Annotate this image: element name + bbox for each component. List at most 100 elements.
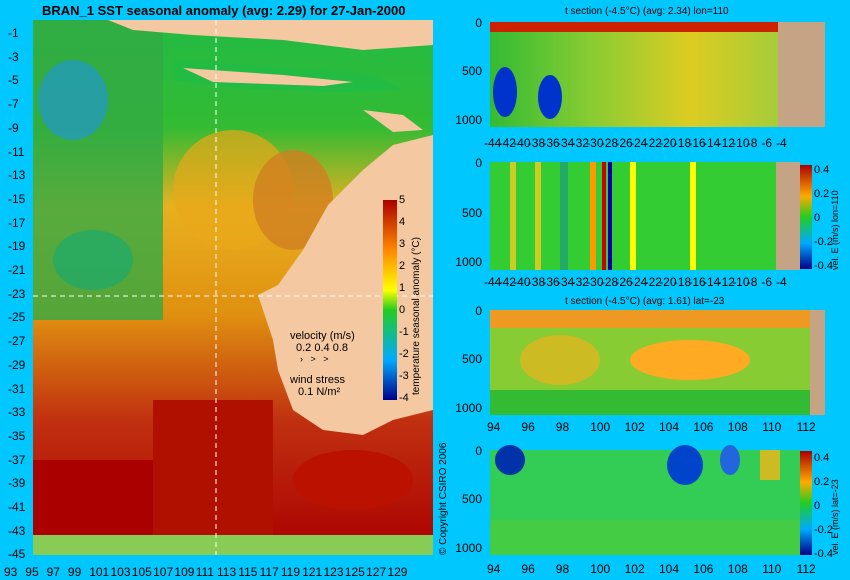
section-x-tick-label: -8 [746,136,758,150]
wind-legend-value: 0.1 N/m² [298,386,341,398]
copyright-text: © Copyright CSIRO 2006 [438,442,449,555]
section-x-tick-label: -42 [498,136,516,150]
section-x-tick-label: -26 [615,136,633,150]
lat-tick-label: -37 [8,452,26,467]
depth-tick-label: 1000 [455,112,482,127]
lat-tick-label: -39 [8,476,26,491]
section-x-tick-label: 98 [555,562,570,576]
section-x-tick-label: 106 [693,420,714,434]
lon-tick-label: 123 [323,565,344,579]
section-x-tick-label: -6 [761,275,773,289]
section-x-tick-label: -24 [630,275,648,289]
section-colorbar-tick-label: 0 [814,212,821,224]
colorbar-tick-label: 5 [399,194,406,206]
lon-tick-label: 99 [67,565,82,579]
depth-tick-label: 1000 [455,255,482,270]
velocity-legend-title: velocity (m/s) [290,330,355,342]
lon-tick-label: 119 [280,565,301,579]
section-x-tick-label: -32 [571,136,589,150]
section-x-tick-label: 110 [762,420,782,434]
section-x-tick-label: -16 [688,275,706,289]
section-x-tick-label: -34 [557,275,575,289]
lat-tick-label: -11 [8,144,25,159]
depth-tick-label: 0 [475,156,482,170]
section-x-tick-label: -12 [717,136,735,150]
depth-tick-label: 500 [461,64,482,79]
depth-tick-label: 0 [475,304,482,318]
section-x-tick-label: 100 [590,420,611,434]
depth-tick-label: 0 [475,444,482,458]
section-x-tick-label: -40 [513,136,531,150]
lat-tick-label: -33 [8,405,26,420]
panel3-title: t section (-4.5°C) (avg: 1.61) lat=-23 [565,296,725,307]
sst-colorbar-label: temperature seasonal anomaly (°C) [411,237,422,395]
colorbar-tick-label: -4 [399,392,409,404]
section-x-tick-label: 108 [727,562,748,576]
lat-tick-label: -1 [8,26,19,40]
section-x-tick-label: 96 [521,562,535,576]
section-x-tick-label: -20 [659,275,677,289]
section-x-tick-label: 102 [624,420,645,434]
lat-tick-label: -5 [8,73,19,88]
section-x-tick-label: -18 [673,136,692,150]
depth-tick-label: 1000 [455,540,482,555]
section-x-tick-label: -28 [600,136,619,150]
depth-tick-label: 1000 [455,400,482,415]
lon-tick-label: 101 [89,565,110,579]
section-x-tick-label: -8 [746,275,758,289]
section-x-tick-label: -38 [527,136,546,150]
lat-tick-label: -27 [8,334,26,349]
lon-tick-label: 107 [153,565,174,579]
panel3-section [490,310,825,415]
section-x-tick-label: 96 [521,420,535,434]
section-x-tick-label: -44 [484,275,502,289]
section-colorbar-tick-label: -0.4 [814,548,833,560]
lon-tick-label: 105 [131,565,152,579]
section-x-tick-label: -10 [732,275,750,289]
main-map-title: BRAN_1 SST seasonal anomaly (avg: 2.29) … [42,3,406,18]
panel1-section [490,22,825,127]
section-x-tick-label: -18 [673,275,692,289]
lon-tick-label: 115 [238,565,258,579]
section-x-tick-label: 94 [487,420,501,434]
section-x-tick-label: 102 [624,562,645,576]
colorbar-tick-label: -2 [399,348,409,360]
section-x-tick-label: -4 [776,275,787,289]
panel4-velocity [490,445,800,555]
panel2-cb-label: vel. E (m/s) lon=110 [830,190,840,270]
section-x-tick-label: -20 [659,136,677,150]
panel2-velocity [490,162,800,270]
depth-tick-label: 500 [461,205,482,220]
section-x-tick-label: -44 [484,136,502,150]
lon-tick-label: 103 [110,565,131,579]
lon-tick-label: 95 [25,565,39,579]
colorbar-tick-label: 1 [399,282,406,294]
section-x-tick-label: 108 [727,420,748,434]
section-x-tick-label: 100 [590,562,611,576]
section-colorbar-tick-label: 0.4 [814,452,830,464]
section-x-tick-label: -34 [557,136,575,150]
section-x-tick-label: 112 [796,562,816,576]
section-x-tick-label: -24 [630,136,648,150]
section-x-tick-label: 112 [796,420,816,434]
lat-tick-label: -19 [8,239,26,254]
lon-tick-label: 109 [174,565,195,579]
section-x-tick-label: -42 [498,275,516,289]
section-x-tick-label: -36 [542,136,560,150]
velocity-legend-values: 0.2 0.4 0.8 [296,342,348,354]
section-x-tick-label: -14 [703,275,721,289]
section-x-tick-label: -30 [586,275,604,289]
section-x-tick-label: 106 [693,562,714,576]
section-x-tick-label: -10 [732,136,750,150]
section-x-tick-label: -16 [688,136,706,150]
colorbar-tick-label: 2 [399,260,406,272]
sst-anomaly-map [33,20,433,555]
lat-tick-label: -31 [8,381,26,396]
section-x-tick-label: -36 [542,275,560,289]
depth-tick-label: 500 [461,492,482,507]
colorbar-tick-label: -3 [399,370,409,382]
lat-tick-label: -29 [8,357,26,372]
section-x-tick-label: -12 [717,275,735,289]
lon-tick-label: 97 [46,565,60,579]
lat-tick-label: -25 [8,310,26,325]
